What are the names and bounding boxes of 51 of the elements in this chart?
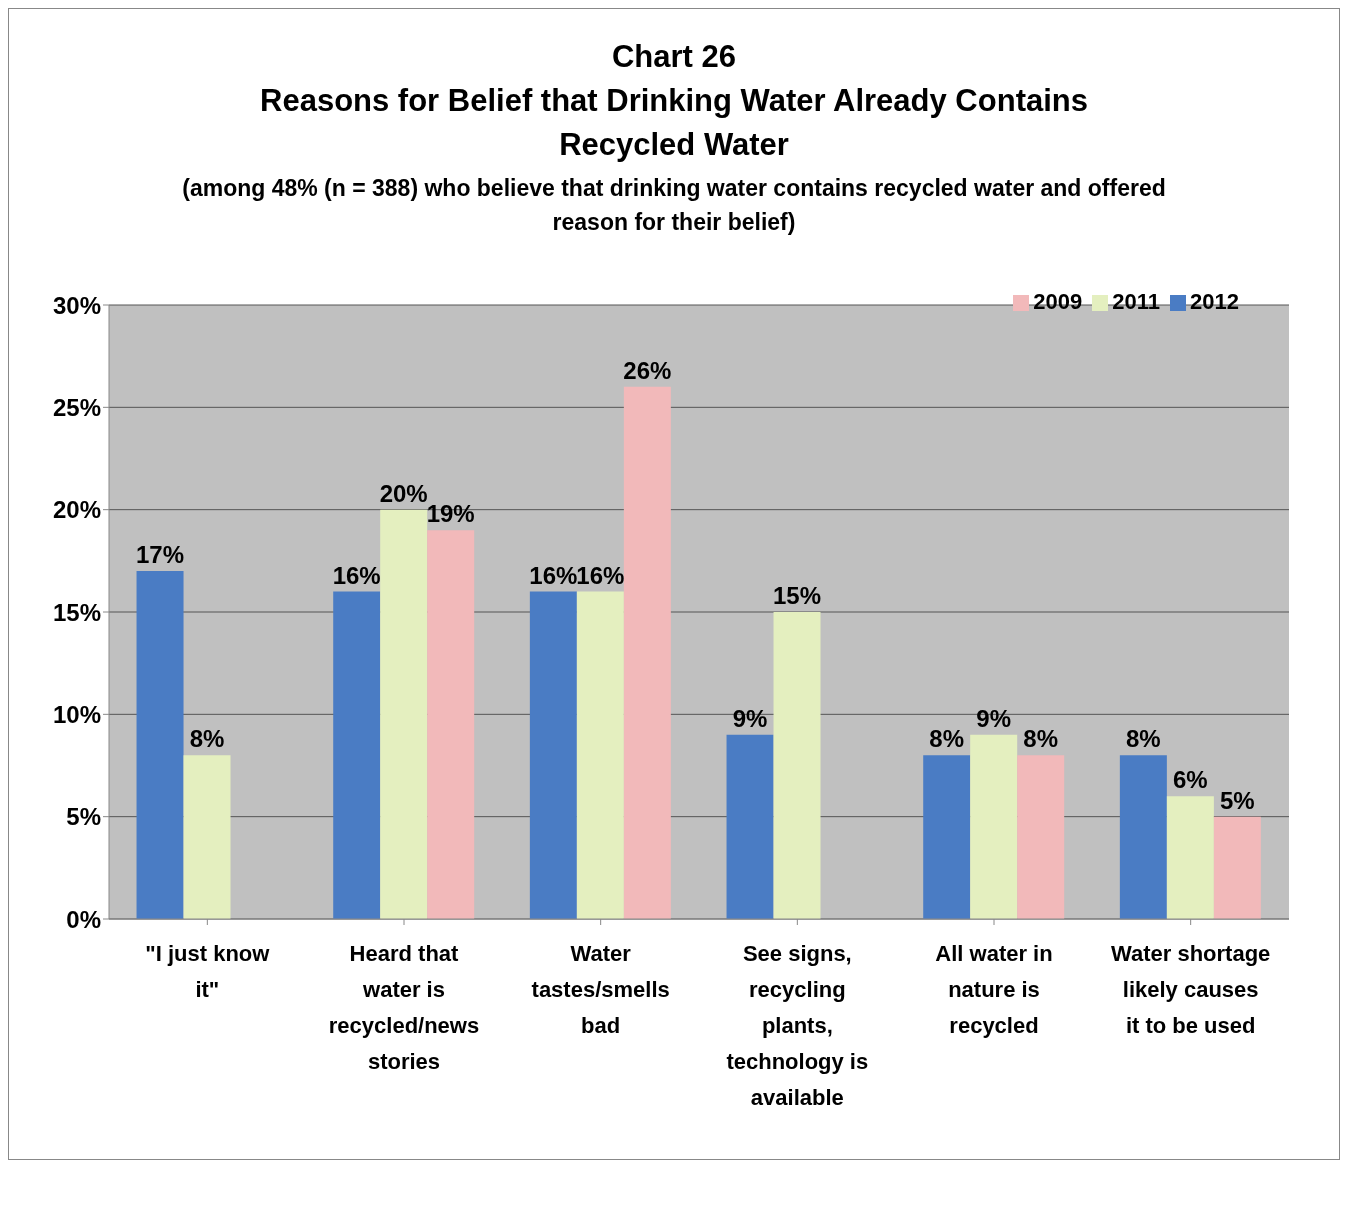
legend-label: 2011: [1112, 289, 1161, 314]
bar: [1213, 816, 1261, 919]
data-label: 8%: [1126, 725, 1161, 753]
bar: [726, 734, 774, 919]
bar: [333, 591, 381, 919]
bar: [183, 755, 231, 919]
data-label: 26%: [623, 356, 672, 384]
chart-title: Chart 26: [610, 38, 737, 75]
bar: [136, 571, 184, 919]
text: (among 48% (n = 388) who believe that drinking water contains recycled water and offered reason for their belief): [181, 174, 1167, 237]
y-tick-label: 20%: [52, 496, 101, 524]
data-label: 8%: [189, 725, 225, 753]
bar: [773, 612, 821, 919]
data-label: 15%: [773, 582, 822, 609]
y-tick-label: 0%: [66, 905, 101, 933]
data-label: 8%: [1023, 725, 1059, 753]
data-label: 20%: [379, 479, 428, 507]
x-tick-label: Heard that water is recycled/news stories: [328, 941, 480, 1074]
legend-label: 2009: [1033, 289, 1083, 314]
data-label: 16%: [576, 561, 625, 589]
data-label: 8%: [929, 725, 965, 753]
data-label: 9%: [732, 704, 768, 732]
bar: [380, 509, 428, 919]
chart-subtitle: Reasons for Belief that Drinking Water Already Contains Recycled Water: [259, 82, 1089, 164]
x-tick-label: All water in nature is recycled: [935, 941, 1053, 1038]
y-tick-label: 15%: [52, 598, 101, 626]
data-label: 9%: [976, 704, 1012, 732]
y-tick-label: 5%: [66, 803, 101, 831]
data-label: 16%: [332, 561, 381, 589]
bar: [1166, 796, 1214, 919]
bar: [970, 734, 1018, 919]
x-tick-label: See signs, recycling plants, technology is available: [726, 941, 869, 1110]
y-tick-label: 10%: [52, 700, 101, 728]
legend-label: 2012: [1190, 289, 1239, 314]
data-label: 16%: [529, 561, 578, 589]
x-tick-label: "I just know it": [145, 941, 271, 1002]
bar: [1017, 755, 1065, 919]
bar: [623, 386, 671, 919]
data-label: 6%: [1173, 766, 1208, 794]
bar: [576, 591, 624, 919]
x-tick-label: Water tastes/smells bad: [531, 941, 670, 1038]
data-label: 17%: [136, 541, 185, 569]
bar: [427, 530, 475, 919]
data-label: 5%: [1220, 786, 1255, 814]
y-tick-label: 25%: [52, 393, 101, 421]
bar: [923, 755, 971, 919]
y-tick-label: 30%: [52, 291, 101, 319]
bar: [1119, 755, 1167, 919]
bar: [529, 591, 577, 919]
x-tick-label: Water shortage likely causes it to be used: [1111, 941, 1271, 1038]
data-label: 19%: [426, 500, 475, 528]
